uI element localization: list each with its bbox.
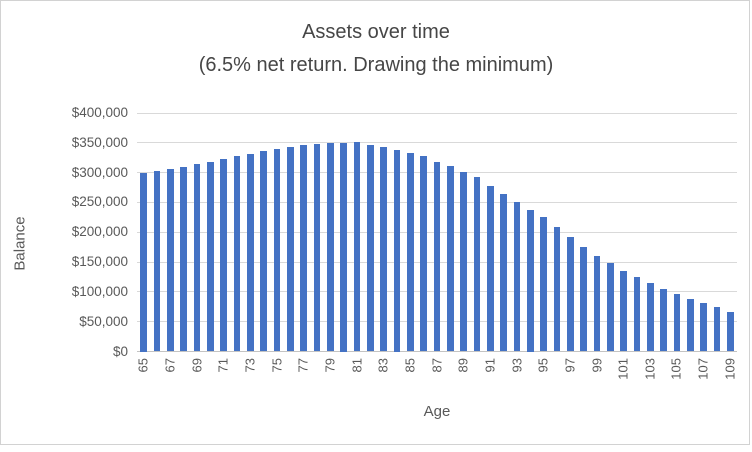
bar-age-108[interactable] xyxy=(713,307,721,352)
bar-age-77[interactable] xyxy=(300,145,307,352)
bar-age-94[interactable] xyxy=(527,209,534,352)
x-axis-line xyxy=(137,351,737,352)
chart-title-line2: (6.5% net return. Drawing the minimum) xyxy=(198,54,554,76)
bar-age-75[interactable] xyxy=(273,148,281,352)
bar-age-107[interactable] xyxy=(700,303,707,352)
bar-age-76[interactable] xyxy=(287,146,294,352)
bar-age-67[interactable] xyxy=(167,168,174,352)
y-tick-label: $350,000 xyxy=(71,134,128,150)
bar-age-86[interactable] xyxy=(420,155,427,352)
x-tick-label-101: 101 xyxy=(615,358,631,380)
bar-age-99[interactable] xyxy=(593,255,601,352)
x-tick-label-65: 65 xyxy=(135,358,151,373)
gridline xyxy=(137,112,737,114)
x-tick-label-95: 95 xyxy=(535,358,551,373)
bar-age-100[interactable] xyxy=(607,263,614,352)
bar-age-105[interactable] xyxy=(673,293,681,352)
bar-age-80[interactable] xyxy=(340,142,347,352)
bar-age-97[interactable] xyxy=(567,237,574,352)
x-tick-label-107: 107 xyxy=(695,358,711,380)
bar-age-93[interactable] xyxy=(513,201,521,352)
bar-age-73[interactable] xyxy=(247,154,254,352)
bar-age-91[interactable] xyxy=(487,185,494,352)
y-tick-label: $150,000 xyxy=(71,254,128,270)
x-tick-label-93: 93 xyxy=(509,358,524,373)
chart-title: Assets over time (6.5% net return. Drawi… xyxy=(0,16,752,82)
x-tick-label-81: 81 xyxy=(349,358,364,373)
x-tick-label-79: 79 xyxy=(322,358,338,373)
bar-age-87[interactable] xyxy=(433,161,441,352)
bar-age-79[interactable] xyxy=(327,143,334,352)
x-tick-label-69: 69 xyxy=(189,358,204,373)
x-tick-label-67: 67 xyxy=(162,358,178,373)
plot-area xyxy=(137,112,737,352)
x-tick-label-73: 73 xyxy=(242,358,258,373)
bar-age-98[interactable] xyxy=(580,246,587,352)
y-axis-tick-labels: $0 $50,000 $100,000 $150,000 $200,000 $250,00… xyxy=(28,106,128,359)
bar-age-101[interactable] xyxy=(620,271,627,352)
gridline xyxy=(137,142,737,144)
bar-age-72[interactable] xyxy=(233,156,241,352)
x-tick-label-109: 109 xyxy=(722,358,738,380)
bar-age-78[interactable] xyxy=(313,144,321,352)
chart-title-line1: Assets over time xyxy=(302,21,450,43)
bar-age-68[interactable] xyxy=(180,166,187,352)
bar-age-102[interactable] xyxy=(633,276,641,352)
bar-age-96[interactable] xyxy=(553,227,561,352)
x-tick-label-103: 103 xyxy=(642,358,658,380)
x-tick-label-97: 97 xyxy=(562,358,578,373)
y-tick-label: $400,000 xyxy=(71,105,128,120)
x-tick-label-99: 99 xyxy=(589,358,604,373)
y-tick-label: $0 xyxy=(112,343,128,359)
x-tick-label-91: 91 xyxy=(482,358,498,373)
bar-age-81[interactable] xyxy=(353,142,361,352)
x-tick-label-83: 83 xyxy=(375,358,391,373)
y-tick-label: $250,000 xyxy=(71,194,128,210)
y-axis-title: Balance xyxy=(11,216,29,271)
x-tick-label-77: 77 xyxy=(295,358,311,373)
y-tick-label: $100,000 xyxy=(71,283,128,299)
bar-age-84[interactable] xyxy=(393,150,401,352)
bar-age-65[interactable] xyxy=(140,172,147,352)
bar-age-82[interactable] xyxy=(367,144,374,352)
x-tick-label-75: 75 xyxy=(269,358,284,373)
bar-age-92[interactable] xyxy=(500,193,507,352)
bar-age-104[interactable] xyxy=(660,288,667,352)
x-tick-label-105: 105 xyxy=(669,358,684,380)
bar-age-109[interactable] xyxy=(727,311,734,352)
bar-age-95[interactable] xyxy=(540,216,547,352)
y-tick-label: $50,000 xyxy=(79,313,128,329)
bar-age-66[interactable] xyxy=(153,170,161,352)
bar-age-83[interactable] xyxy=(380,147,387,352)
x-axis-tick-labels: 65 67 69 71 73 75 77 79 81 83 85 87 89 91 93 95 97 99 101 1… xyxy=(135,358,738,402)
y-tick-label: $200,000 xyxy=(71,224,128,240)
y-tick-label: $300,000 xyxy=(71,164,128,180)
bar-age-88[interactable] xyxy=(447,166,454,352)
x-tick-label-85: 85 xyxy=(402,358,418,373)
x-axis-title: Age xyxy=(423,403,451,420)
bar-age-103[interactable] xyxy=(647,282,654,352)
bar-age-89[interactable] xyxy=(460,172,467,352)
bar-age-106[interactable] xyxy=(687,299,694,352)
bar-age-69[interactable] xyxy=(193,164,201,352)
x-tick-label-87: 87 xyxy=(429,358,444,373)
bar-age-71[interactable] xyxy=(220,158,227,352)
bar-age-74[interactable] xyxy=(260,151,267,352)
x-tick-label-89: 89 xyxy=(455,358,471,373)
bar-age-70[interactable] xyxy=(207,161,214,352)
x-tick-label-71: 71 xyxy=(215,358,231,373)
bar-age-85[interactable] xyxy=(407,152,414,352)
bar-age-90[interactable] xyxy=(473,176,481,352)
